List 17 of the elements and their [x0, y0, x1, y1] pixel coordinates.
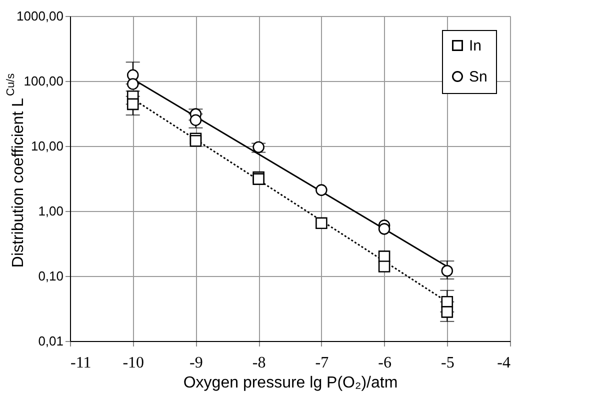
x-tick-label: -6: [378, 354, 392, 372]
y-tick-label: 0,10: [38, 268, 64, 284]
x-tick-label: -5: [440, 354, 454, 372]
y-tick-label: 1000,00: [16, 8, 64, 24]
x-tick-label: -9: [190, 354, 203, 372]
y-tick-label: 0,01: [38, 334, 64, 348]
x-tick-label: -10: [122, 354, 144, 372]
y-tick-label: 1,00: [38, 204, 64, 218]
y-tick-label: 100,00: [24, 74, 64, 88]
y-tick-label: 10,00: [30, 138, 64, 154]
x-tick-label: -7: [315, 354, 329, 372]
legend-label: In: [469, 38, 482, 54]
x-tick-label: -11: [70, 354, 92, 372]
x-tick-label: -8: [252, 354, 266, 372]
x-axis-title: Oxygen pressure lg P(O₂)/atm: [183, 374, 398, 392]
legend-label: Sn: [469, 68, 488, 86]
x-tick-label: -4: [497, 354, 510, 372]
